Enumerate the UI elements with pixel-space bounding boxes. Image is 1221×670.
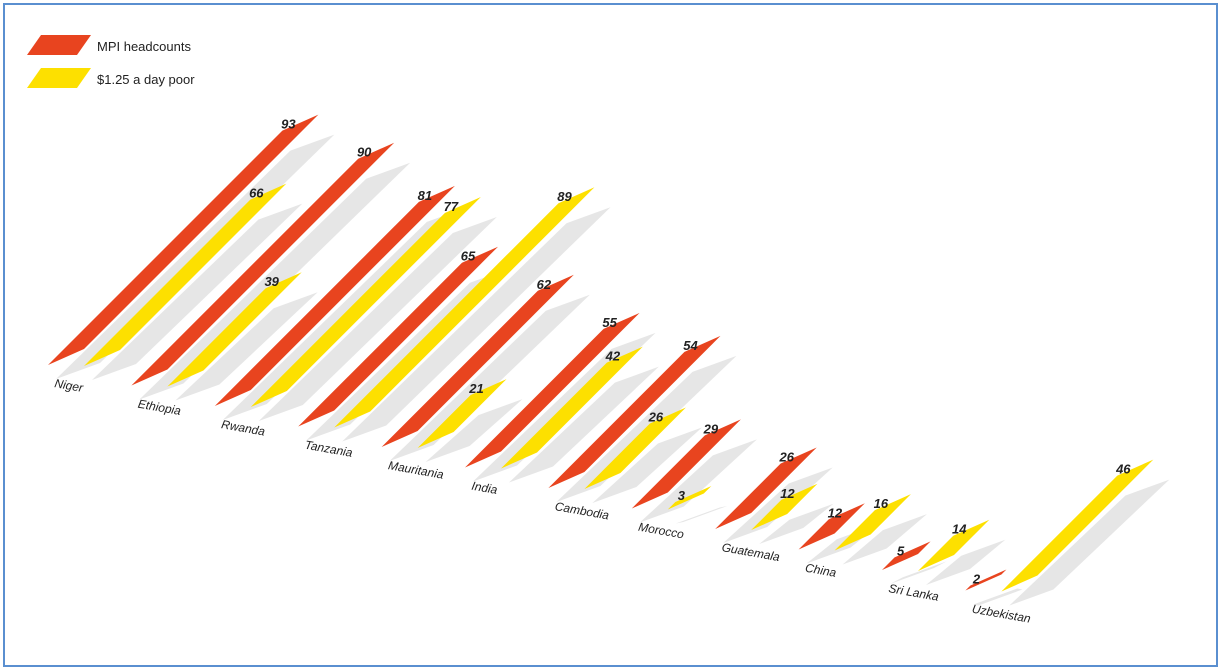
bar-china-mpi bbox=[798, 503, 865, 550]
bar-chart: 93 66 90 39 81 77 65 89 62 21 55 42 54 26 29 3 26 12 12 16 5… bbox=[48, 114, 1170, 626]
bar-niger-income bbox=[84, 183, 287, 366]
bar-guatemala-mpi bbox=[715, 447, 817, 529]
bar-shadow-mauritania-1 bbox=[425, 399, 523, 462]
value-label-sri-lanka-income: 14 bbox=[952, 522, 967, 537]
bar-morocco-income bbox=[667, 485, 712, 510]
category-label-china: China bbox=[804, 561, 838, 580]
chart-frame: 93 66 90 39 81 77 65 89 62 21 55 42 54 26 29 3 26 12 12 16 5… bbox=[3, 3, 1218, 667]
value-label-guatemala-income: 12 bbox=[780, 486, 795, 501]
bar-guatemala-income bbox=[751, 483, 818, 530]
category-label-cambodia: Cambodia bbox=[554, 499, 611, 522]
value-label-cambodia-mpi: 54 bbox=[683, 338, 698, 353]
value-label-rwanda-mpi: 81 bbox=[418, 188, 432, 203]
bar-shadow-india-1 bbox=[509, 366, 659, 483]
bar-shadow-sri-lanka-0 bbox=[890, 561, 947, 584]
bar-shadow-ethiopia-1 bbox=[175, 292, 318, 401]
bar-shadow-cambodia-1 bbox=[592, 427, 702, 503]
bar-tanzania-income bbox=[334, 187, 595, 428]
bar-uzbekistan-income bbox=[1001, 459, 1154, 592]
bar-sri-lanka-income bbox=[918, 519, 990, 571]
value-label-ethiopia-income: 39 bbox=[264, 274, 279, 289]
category-label-tanzania: Tanzania bbox=[304, 438, 354, 460]
bar-shadow-ethiopia-0 bbox=[139, 162, 411, 400]
bar-sri-lanka-mpi bbox=[882, 541, 931, 570]
value-label-guatemala-mpi: 26 bbox=[778, 449, 794, 464]
bar-ethiopia-mpi bbox=[131, 142, 395, 386]
bar-shadow-morocco-0 bbox=[639, 439, 757, 523]
value-label-niger-income: 66 bbox=[249, 186, 264, 201]
category-label-ethiopia: Ethiopia bbox=[137, 397, 182, 418]
legend-swatch-income bbox=[27, 68, 91, 88]
value-label-ethiopia-mpi: 90 bbox=[357, 145, 372, 160]
value-label-uzbekistan-income: 46 bbox=[1115, 462, 1131, 477]
bar-tanzania-mpi bbox=[298, 246, 498, 427]
value-label-china-mpi: 12 bbox=[828, 505, 843, 520]
value-label-tanzania-income: 89 bbox=[557, 189, 572, 204]
bar-shadow-tanzania-1 bbox=[342, 207, 611, 442]
value-label-cambodia-income: 26 bbox=[648, 409, 664, 424]
bar-shadow-uzbekistan-0 bbox=[973, 588, 1023, 606]
bar-morocco-mpi bbox=[631, 419, 741, 509]
value-label-mauritania-mpi: 62 bbox=[537, 277, 552, 292]
category-label-india: India bbox=[470, 479, 498, 497]
bar-shadow-niger-1 bbox=[92, 203, 303, 380]
bar-ethiopia-income bbox=[167, 272, 302, 387]
bar-uzbekistan-mpi bbox=[965, 569, 1007, 591]
bar-shadow-china-1 bbox=[842, 514, 927, 565]
legend-label-mpi: MPI headcounts bbox=[97, 39, 191, 54]
legend-label-income: $1.25 a day poor bbox=[97, 72, 195, 87]
bar-mauritania-income bbox=[417, 379, 507, 448]
category-label-guatemala: Guatemala bbox=[721, 540, 782, 564]
bar-china-income bbox=[834, 494, 911, 551]
bar-shadow-guatemala-1 bbox=[759, 503, 834, 544]
bar-shadow-mauritania-0 bbox=[389, 294, 590, 461]
bar-niger-mpi bbox=[48, 114, 319, 365]
bars bbox=[48, 114, 1154, 592]
value-label-tanzania-mpi: 65 bbox=[461, 249, 476, 264]
value-label-niger-mpi: 93 bbox=[281, 117, 296, 132]
bar-india-income bbox=[501, 346, 643, 469]
bar-cambodia-income bbox=[584, 407, 686, 489]
category-label-sri-lanka: Sri Lanka bbox=[887, 581, 940, 604]
bar-shadow-rwanda-1 bbox=[258, 216, 497, 421]
bar-shadow-morocco-1 bbox=[675, 505, 728, 524]
bar-rwanda-income bbox=[250, 196, 481, 407]
bar-shadow-sri-lanka-1 bbox=[926, 539, 1006, 585]
category-label-uzbekistan: Uzbekistan bbox=[971, 602, 1032, 626]
bar-shadow-uzbekistan-1 bbox=[1009, 479, 1170, 606]
bar-india-mpi bbox=[465, 312, 640, 468]
data-labels: 93 66 90 39 81 77 65 89 62 21 55 42 54 26 29 3 26 12 12 16 5… bbox=[249, 117, 1131, 587]
value-label-sri-lanka-mpi: 5 bbox=[897, 543, 905, 558]
value-label-mauritania-income: 21 bbox=[468, 381, 483, 396]
bar-mauritania-mpi bbox=[381, 274, 574, 447]
bar-cambodia-mpi bbox=[548, 335, 721, 488]
value-label-uzbekistan-mpi: 2 bbox=[972, 571, 981, 586]
value-label-morocco-income: 3 bbox=[678, 488, 686, 503]
value-label-china-income: 16 bbox=[874, 496, 889, 511]
bar-rwanda-mpi bbox=[214, 185, 455, 406]
category-label-niger: Niger bbox=[53, 376, 85, 395]
value-label-india-mpi: 55 bbox=[602, 315, 617, 330]
value-label-rwanda-income: 77 bbox=[444, 199, 459, 214]
value-label-morocco-mpi: 29 bbox=[703, 421, 719, 436]
category-label-mauritania: Mauritania bbox=[387, 458, 445, 482]
value-label-india-income: 42 bbox=[605, 349, 621, 364]
legend-swatch-mpi bbox=[27, 35, 91, 55]
